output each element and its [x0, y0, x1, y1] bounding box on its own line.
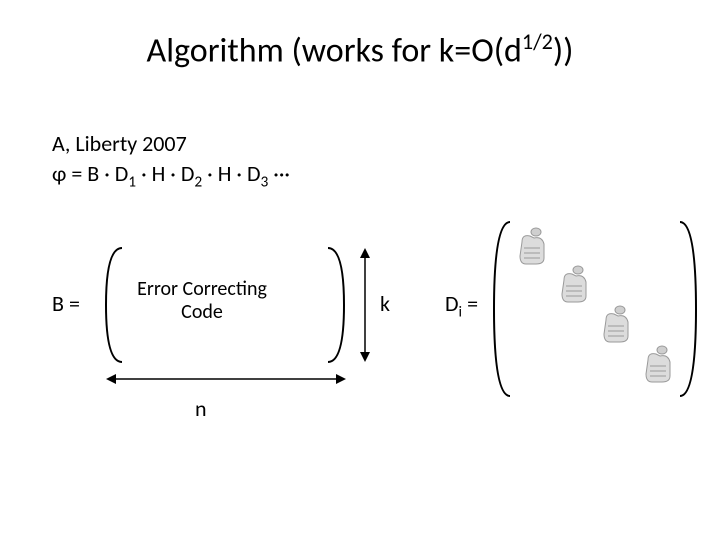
- subtitle-line1: A, Liberty 2007: [52, 130, 187, 157]
- di-equals-label: Di =: [445, 290, 478, 321]
- thumb-icon-3: [598, 302, 634, 346]
- dim-n-label: n: [195, 395, 207, 422]
- D3: D: [247, 160, 261, 187]
- dim-k-label: k: [380, 290, 390, 317]
- D1: D: [115, 160, 129, 187]
- slide-title: Algorithm (works for k=O(d1/2)): [0, 28, 720, 71]
- dot1: ·: [99, 160, 115, 187]
- n-arrow: [104, 370, 348, 388]
- dot2: ·: [136, 160, 152, 187]
- D1sub: 1: [128, 172, 136, 191]
- di-post: =: [462, 290, 478, 317]
- title-post: )): [553, 30, 574, 71]
- thumb-icon-4: [640, 342, 676, 386]
- D2: D: [181, 160, 195, 187]
- thumb-icon-1: [514, 224, 550, 268]
- title-sup: 1/2: [522, 28, 553, 55]
- thumb-icon-2: [556, 262, 592, 306]
- k-arrow: [356, 246, 374, 364]
- b-equals-label: B =: [52, 290, 80, 317]
- di-pre: D: [445, 290, 459, 317]
- dot3: ·: [165, 160, 181, 187]
- title-pre: Algorithm (works for k=O(d: [147, 30, 522, 71]
- H1: H: [152, 160, 166, 187]
- dot4: ·: [202, 160, 218, 187]
- eq: = B: [66, 160, 99, 187]
- phi: φ: [52, 160, 66, 187]
- dot5: ·: [231, 160, 247, 187]
- H2: H: [218, 160, 232, 187]
- subtitle-line2: φ = B · D1 · H · D2 · H · D3 ···: [52, 160, 290, 191]
- matrix-b-brackets: [100, 240, 350, 370]
- ellipsis: ···: [268, 160, 290, 187]
